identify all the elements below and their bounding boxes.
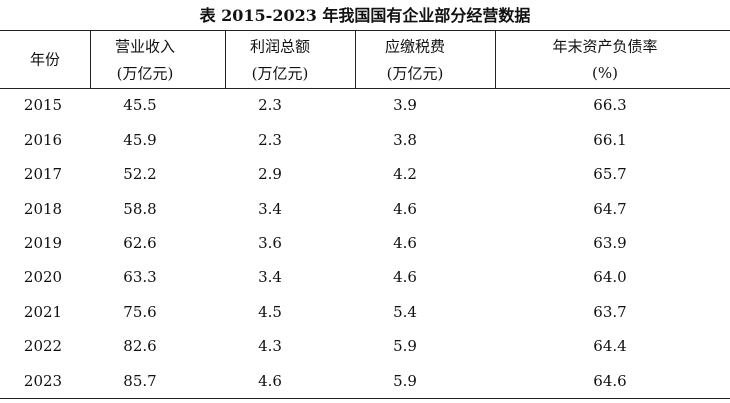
value-cell: 2.3	[258, 130, 282, 149]
value-cell: 45.5	[123, 96, 157, 115]
column-divider	[90, 30, 91, 88]
table-title: 表 2015-2023 年我国国有企业部分经营数据	[199, 6, 531, 25]
year-cell: 2018	[23, 199, 63, 218]
value-cell: 4.6	[393, 268, 417, 287]
value-cell: 3.6	[258, 234, 282, 252]
year-cell: 2020	[23, 268, 63, 287]
column-divider	[225, 30, 226, 88]
header-cell: 年份	[29, 50, 61, 69]
value-cell: 63.3	[123, 268, 157, 287]
value-cell: 5.9	[393, 371, 417, 390]
value-cell: 45.9	[123, 130, 157, 149]
column-divider	[355, 30, 356, 88]
header-unit: (万亿元)	[116, 64, 174, 83]
year-cell: 2015	[23, 96, 63, 115]
header-unit: (万亿元)	[386, 64, 444, 83]
column-divider	[495, 30, 496, 88]
value-cell: 4.2	[393, 165, 417, 184]
header-cell: 营业收入	[114, 37, 176, 56]
header-cell: 年末资产负债率	[552, 37, 658, 56]
value-cell: 63.9	[593, 234, 627, 252]
value-cell: 3.9	[393, 96, 417, 115]
header-rule	[0, 88, 730, 89]
value-cell: 4.5	[258, 302, 282, 321]
value-cell: 64.0	[593, 268, 627, 287]
value-cell: 64.7	[593, 199, 627, 218]
header-unit: (万亿元)	[251, 64, 309, 83]
value-cell: 63.7	[593, 302, 627, 321]
value-cell: 58.8	[123, 199, 157, 218]
value-cell: 62.6	[123, 234, 157, 252]
value-cell: 3.4	[258, 199, 282, 218]
year-cell: 2021	[23, 302, 63, 321]
header-cell: 利润总额	[249, 37, 311, 56]
value-cell: 3.4	[258, 268, 282, 287]
value-cell: 4.6	[258, 371, 282, 390]
header-cell: 应缴税费	[384, 37, 446, 56]
value-cell: 66.3	[593, 96, 627, 115]
top-rule	[0, 30, 730, 31]
header-unit: (%)	[592, 64, 618, 82]
bottom-rule	[0, 398, 730, 399]
year-cell: 2019	[23, 234, 63, 252]
value-cell: 3.8	[393, 130, 417, 149]
value-cell: 5.9	[393, 337, 417, 356]
year-cell: 2017	[23, 165, 63, 184]
year-cell: 2016	[23, 130, 63, 149]
value-cell: 82.6	[123, 337, 157, 356]
value-cell: 2.3	[258, 96, 282, 115]
year-cell: 2023	[23, 371, 63, 390]
year-cell: 2022	[23, 337, 63, 356]
value-cell: 64.6	[593, 371, 627, 390]
value-cell: 4.6	[393, 234, 417, 252]
value-cell: 2.9	[258, 165, 282, 184]
value-cell: 4.3	[258, 337, 282, 356]
value-cell: 5.4	[393, 302, 417, 321]
value-cell: 52.2	[123, 165, 157, 184]
value-cell: 4.6	[393, 199, 417, 218]
value-cell: 65.7	[593, 165, 627, 184]
value-cell: 64.4	[593, 337, 627, 356]
value-cell: 85.7	[123, 371, 157, 390]
value-cell: 75.6	[123, 302, 157, 321]
value-cell: 66.1	[593, 130, 627, 149]
